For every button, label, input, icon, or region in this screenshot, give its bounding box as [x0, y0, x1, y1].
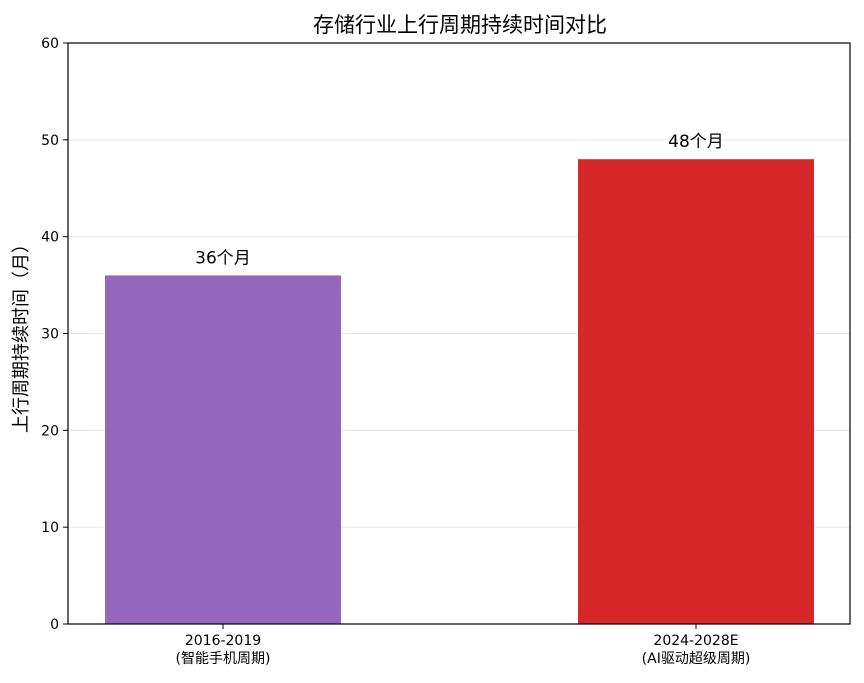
- chart-title: 存储行业上行周期持续时间对比: [313, 13, 607, 37]
- y-tick-label: 40: [41, 230, 59, 246]
- y-tick-label: 10: [41, 520, 59, 536]
- bar: [105, 275, 341, 624]
- data-label-layer: 36个月 48个月: [195, 132, 724, 268]
- x-tick-label: 2016-2019: [185, 633, 261, 649]
- x-tick-label: (智能手机周期): [176, 651, 271, 667]
- y-tick-label: 50: [41, 133, 59, 149]
- bar-data-label: 48个月: [668, 132, 724, 152]
- bar: [578, 159, 814, 624]
- x-tick-label: 2024-2028E: [653, 633, 738, 649]
- x-tick-label: (AI驱动超级周期): [642, 651, 751, 667]
- y-tick-label: 0: [50, 617, 59, 633]
- y-axis-ticks: 0 10 20 30 40 50 60: [41, 36, 68, 633]
- y-tick-label: 60: [41, 36, 59, 52]
- bar-data-label: 36个月: [195, 248, 251, 268]
- y-tick-label: 30: [41, 327, 59, 343]
- y-axis-label: 上行周期持续时间（月）: [11, 235, 32, 433]
- x-axis-ticks: 2016-2019 (智能手机周期) 2024-2028E (AI驱动超级周期): [176, 624, 751, 667]
- y-tick-label: 20: [41, 423, 59, 439]
- bar-layer: [105, 159, 814, 624]
